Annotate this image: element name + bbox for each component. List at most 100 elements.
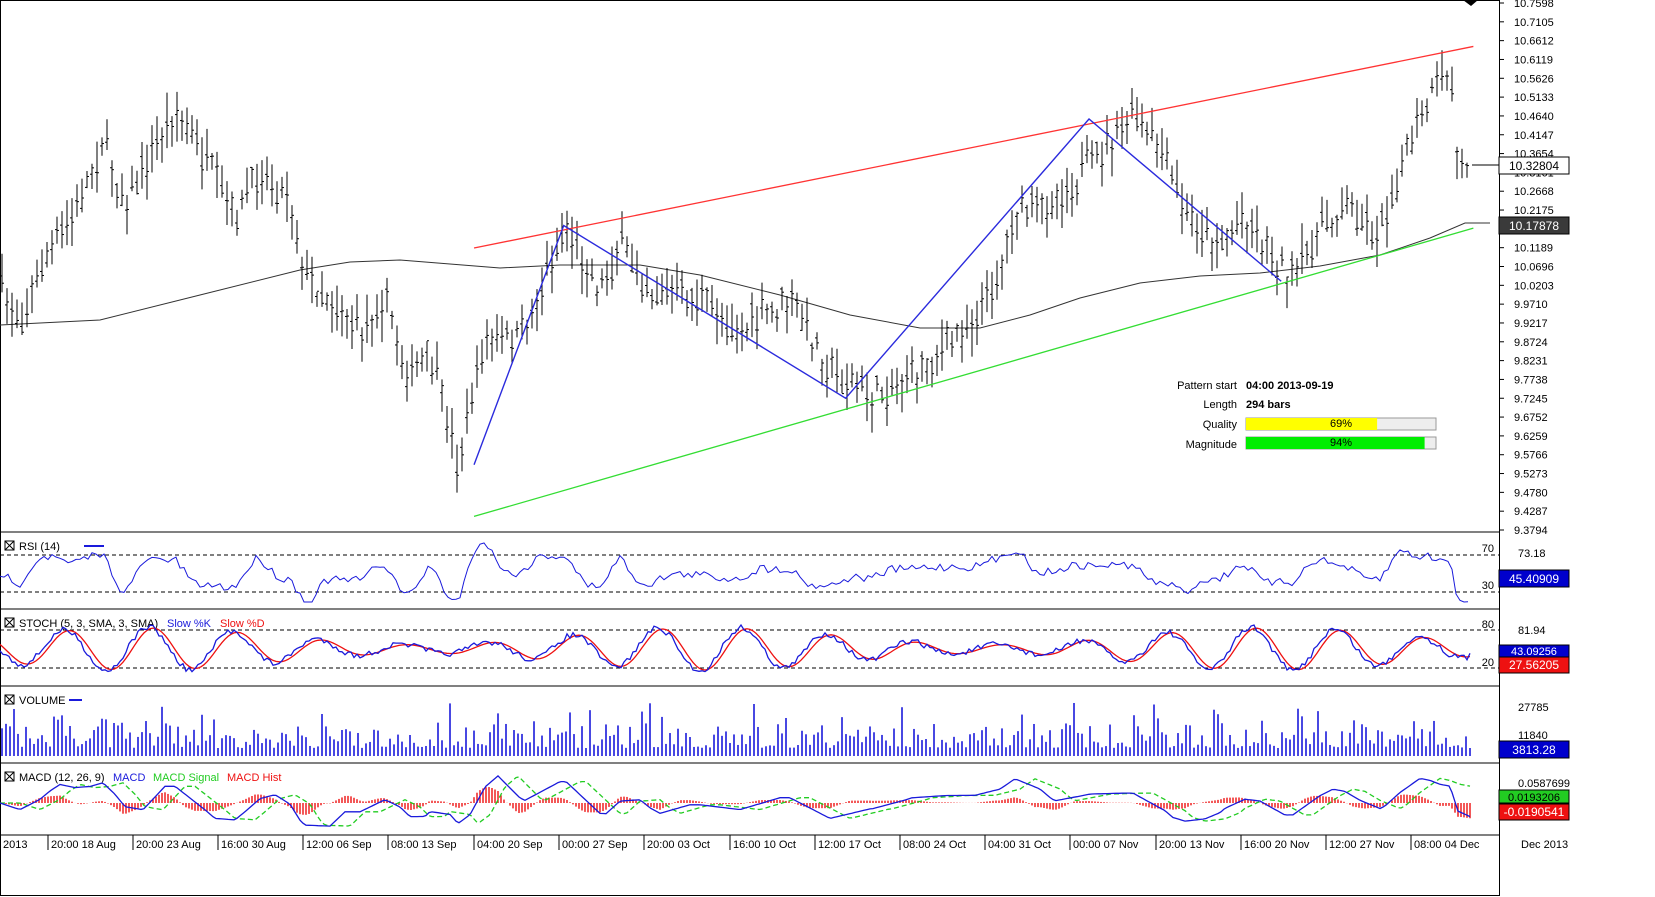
stoch-k-line: [0, 623, 1471, 673]
rsi-tick: 73.18: [1518, 548, 1546, 560]
x-axis: 2013 20:00 18 Aug 20:00 23 Aug 16:00 30 Aug…: [3, 835, 1568, 851]
rsi-close-icon-cross: [4, 540, 15, 551]
macd-signal-label: MACD Signal: [153, 772, 219, 784]
y-tick-label: 9.5766: [1514, 450, 1548, 462]
x-tick-label: Dec 2013: [1521, 839, 1568, 851]
rsi-level-high: 70: [1482, 543, 1494, 555]
y-tick-label: 9.4287: [1514, 506, 1548, 518]
y-axis-ticks: 10.7598 10.7105 10.6612 10.6119 10.5626 10.51…: [1499, 0, 1554, 537]
y-tick-label: 9.5273: [1514, 469, 1548, 481]
quality-bar-fill: [1246, 418, 1378, 430]
stoch-d-value: 27.56205: [1509, 658, 1559, 672]
stoch-pane: STOCH (5, 3, SMA, 3, SMA) Slow %K Slow %…: [0, 617, 1570, 674]
volume-title: VOLUME: [19, 695, 65, 707]
y-tick-label: 10.5626: [1514, 73, 1554, 85]
stoch-level-low: 20: [1482, 657, 1494, 669]
y-tick-label: 10.7598: [1514, 0, 1554, 10]
volume-tick-high: 27785: [1518, 702, 1549, 714]
pattern-info-panel: Pattern start 04:00 2013-09-19 Length 29…: [1177, 380, 1437, 451]
y-tick-label: 10.6119: [1514, 54, 1553, 66]
y-tick-label: 10.2668: [1514, 186, 1554, 198]
y-tick-label: 9.6752: [1514, 412, 1548, 424]
x-tick-label: 2013: [3, 839, 27, 851]
magnitude-bar-fill: [1246, 437, 1425, 449]
rsi-pane: RSI (14) 70 30 73.18 45.40909: [0, 540, 1570, 603]
y-tick-label: 10.0203: [1514, 280, 1554, 292]
volume-bars: [1, 702, 1471, 756]
x-tick-label: 08:00 24 Oct: [903, 839, 966, 851]
magnitude-label: Magnitude: [1186, 439, 1237, 451]
stoch-title: STOCH (5, 3, SMA, 3, SMA): [19, 618, 158, 630]
stoch-d-line: [0, 627, 1471, 671]
stoch-level-high: 80: [1482, 619, 1494, 631]
pattern-zigzag-line: [473, 118, 1282, 465]
y-tick-label: 10.4147: [1514, 130, 1554, 142]
resistance-line: [473, 45, 1474, 249]
y-tick-label: 9.3794: [1514, 525, 1548, 537]
x-tick-label: 16:00 30 Aug: [221, 839, 286, 851]
price-pane: [0, 45, 1490, 518]
x-tick-label: 04:00 31 Oct: [988, 839, 1051, 851]
volume-tick-low: 11840: [1518, 730, 1548, 742]
macd-hist-label: MACD Hist: [227, 772, 281, 784]
x-tick-label: 00:00 07 Nov: [1073, 839, 1139, 851]
x-tick-label: 12:00 17 Oct: [818, 839, 881, 851]
macd-line: [0, 775, 1471, 827]
y-tick-label: 9.8231: [1514, 356, 1548, 368]
ma-price-box: 10.17878: [1498, 216, 1570, 235]
last-price-box: 10.32804: [1472, 156, 1570, 175]
moving-average-line: [0, 222, 1490, 329]
y-tick-label: 9.7245: [1514, 393, 1548, 405]
rsi-level-low: 30: [1482, 580, 1494, 592]
scroll-marker-icon[interactable]: [1463, 0, 1478, 6]
macd-signal-line: [0, 776, 1471, 827]
macd-line-label: MACD: [113, 772, 145, 784]
x-tick-label: 20:00 23 Aug: [136, 839, 201, 851]
ma-price-value: 10.17878: [1509, 219, 1559, 233]
pattern-start-value: 04:00 2013-09-19: [1246, 380, 1333, 392]
magnitude-value: 94%: [1330, 437, 1352, 449]
y-tick-label: 9.9710: [1514, 299, 1548, 311]
stoch-k-label: Slow %K: [167, 618, 212, 630]
stoch-close-icon-cross: [4, 617, 15, 628]
y-tick-label: 9.7738: [1514, 374, 1548, 386]
rsi-title: RSI (14): [19, 541, 60, 553]
x-tick-label: 08:00 04 Dec: [1414, 839, 1480, 851]
stoch-k-value: 43.09256: [1511, 646, 1557, 658]
y-tick-label: 9.8724: [1514, 337, 1548, 349]
last-price-value: 10.32804: [1509, 159, 1559, 173]
pattern-start-label: Pattern start: [1177, 380, 1237, 392]
stoch-d-label: Slow %D: [220, 618, 265, 630]
x-tick-label: 20:00 03 Oct: [647, 839, 710, 851]
length-label: Length: [1203, 399, 1237, 411]
chart-frame: [0, 0, 1500, 896]
x-tick-label: 00:00 27 Sep: [562, 839, 627, 851]
support-line: [473, 227, 1474, 518]
y-tick-label: 9.4780: [1514, 487, 1548, 499]
stoch-tick: 81.94: [1518, 625, 1546, 637]
y-tick-label: 10.6612: [1514, 36, 1554, 48]
x-tick-label: 20:00 13 Nov: [1159, 839, 1225, 851]
y-tick-label: 9.6259: [1514, 431, 1548, 443]
y-tick-label: 10.4640: [1514, 111, 1554, 123]
macd-title: MACD (12, 26, 9): [19, 772, 105, 784]
y-tick-label: 10.5133: [1514, 92, 1554, 104]
x-tick-label: 12:00 06 Sep: [306, 839, 371, 851]
volume-close-icon-cross: [4, 694, 15, 705]
x-tick-label: 16:00 10 Oct: [733, 839, 796, 851]
y-tick-label: 10.1189: [1514, 243, 1553, 255]
length-value: 294 bars: [1246, 399, 1291, 411]
volume-value: 3813.28: [1512, 743, 1556, 757]
rsi-line: [0, 542, 1469, 603]
rsi-value: 45.40909: [1509, 572, 1559, 586]
y-tick-label: 10.0696: [1514, 262, 1554, 274]
x-tick-label: 16:00 20 Nov: [1244, 839, 1310, 851]
x-tick-label: 08:00 13 Sep: [391, 839, 456, 851]
y-tick-label: 10.7105: [1514, 17, 1554, 29]
y-tick-label: 9.9217: [1514, 318, 1548, 330]
macd-histogram: [2, 787, 1471, 819]
macd-pane: MACD (12, 26, 9) MACD MACD Signal MACD H…: [0, 771, 1570, 827]
y-tick-label: 10.2175: [1514, 205, 1554, 217]
macd-value: 0.0193206: [1508, 792, 1560, 804]
